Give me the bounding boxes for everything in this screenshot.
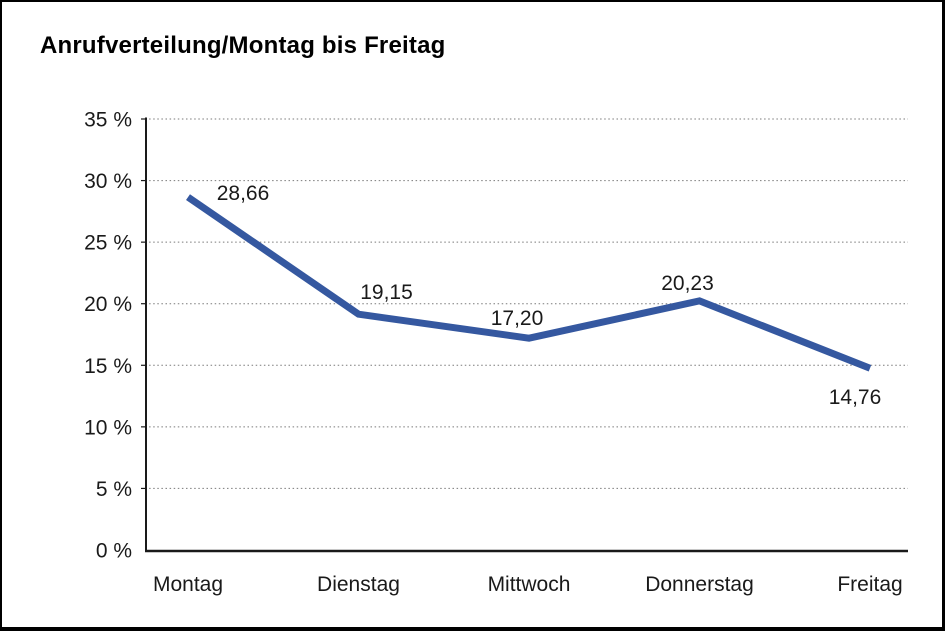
y-tick-label: 20 % [84, 293, 132, 316]
x-tick-label: Dienstag [317, 573, 400, 596]
x-tick-label: Freitag [837, 573, 902, 596]
x-tick-label: Mittwoch [488, 573, 571, 596]
data-point-label: 14,76 [829, 386, 882, 409]
data-point-label: 19,15 [360, 281, 413, 304]
y-tick-label: 25 % [84, 232, 132, 255]
y-tick-label: 35 % [84, 109, 132, 132]
y-tick-label: 10 % [84, 416, 132, 439]
y-tick-label: 0 % [96, 540, 132, 563]
data-point-label: 28,66 [217, 182, 270, 205]
x-tick-label: Montag [153, 573, 223, 596]
chart-title: Anrufverteilung/Montag bis Freitag [40, 32, 446, 59]
data-point-label: 17,20 [491, 307, 544, 330]
y-tick-label: 5 % [96, 478, 132, 501]
data-series-line [186, 194, 872, 372]
data-point-label: 20,23 [661, 272, 714, 295]
x-tick-label: Donnerstag [645, 573, 754, 596]
y-tick-label: 15 % [84, 355, 132, 378]
y-tick-label: 30 % [84, 170, 132, 193]
